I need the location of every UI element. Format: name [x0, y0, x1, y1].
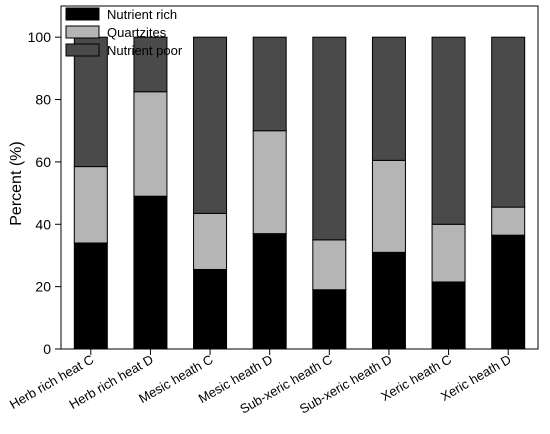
bar-quartzites-herb-rich-heat-c	[73, 166, 108, 244]
bar-nutrient-rich-xeric-heath-d	[491, 234, 526, 350]
bar-quartzites-xeric-heath-d	[491, 206, 526, 236]
y-tick-label-100: 100	[28, 29, 52, 45]
bar-nutrient-poor-herb-rich-heat-c	[73, 36, 108, 168]
legend-swatch-quartzites	[65, 25, 100, 39]
bar-nutrient-rich-herb-rich-heat-d	[133, 195, 168, 350]
bar-nutrient-poor-herb-rich-heat-d	[133, 36, 168, 93]
y-axis-title: Percent (%)	[8, 141, 25, 225]
bar-nutrient-rich-mesic-heath-d	[252, 233, 287, 350]
y-tick-label-60: 60	[35, 154, 51, 170]
bar-nutrient-poor-mesic-heath-c	[193, 36, 228, 214]
plot-frame	[60, 5, 539, 350]
bar-nutrient-rich-mesic-heath-c	[193, 268, 228, 350]
legend-label-nutrient-rich: Nutrient rich	[107, 7, 177, 22]
bar-quartzites-mesic-heath-c	[193, 212, 228, 270]
bar-quartzites-sub-xeric-heath-d	[371, 159, 406, 253]
bar-nutrient-rich-sub-xeric-heath-d	[371, 251, 406, 350]
bar-quartzites-sub-xeric-heath-c	[312, 239, 347, 291]
bar-nutrient-poor-xeric-heath-c	[431, 36, 466, 225]
y-tick-label-40: 40	[35, 216, 51, 232]
y-tick-label-20: 20	[35, 279, 51, 295]
legend-label-nutrient-poor: Nutrient poor	[107, 43, 183, 58]
legend: Nutrient rich Quartzites Nutrient poor	[65, 7, 183, 58]
bar-nutrient-rich-herb-rich-heat-c	[73, 242, 108, 350]
bars-layer	[73, 36, 526, 350]
legend-swatch-nutrient-rich	[65, 7, 100, 21]
bar-quartzites-mesic-heath-d	[252, 130, 287, 235]
bar-nutrient-rich-sub-xeric-heath-c	[312, 289, 347, 350]
bar-quartzites-herb-rich-heat-d	[133, 91, 168, 197]
bar-nutrient-poor-xeric-heath-d	[491, 36, 526, 208]
y-tick-label-80: 80	[35, 92, 51, 108]
bar-nutrient-poor-sub-xeric-heath-c	[312, 36, 347, 241]
legend-label-quartzites: Quartzites	[107, 25, 167, 40]
y-tick-label-0: 0	[43, 341, 51, 357]
bar-nutrient-poor-mesic-heath-d	[252, 36, 287, 132]
bar-quartzites-xeric-heath-c	[431, 223, 466, 283]
bar-nutrient-rich-xeric-heath-c	[431, 281, 466, 350]
legend-swatch-nutrient-poor	[65, 43, 100, 57]
bar-nutrient-poor-sub-xeric-heath-d	[371, 36, 406, 161]
